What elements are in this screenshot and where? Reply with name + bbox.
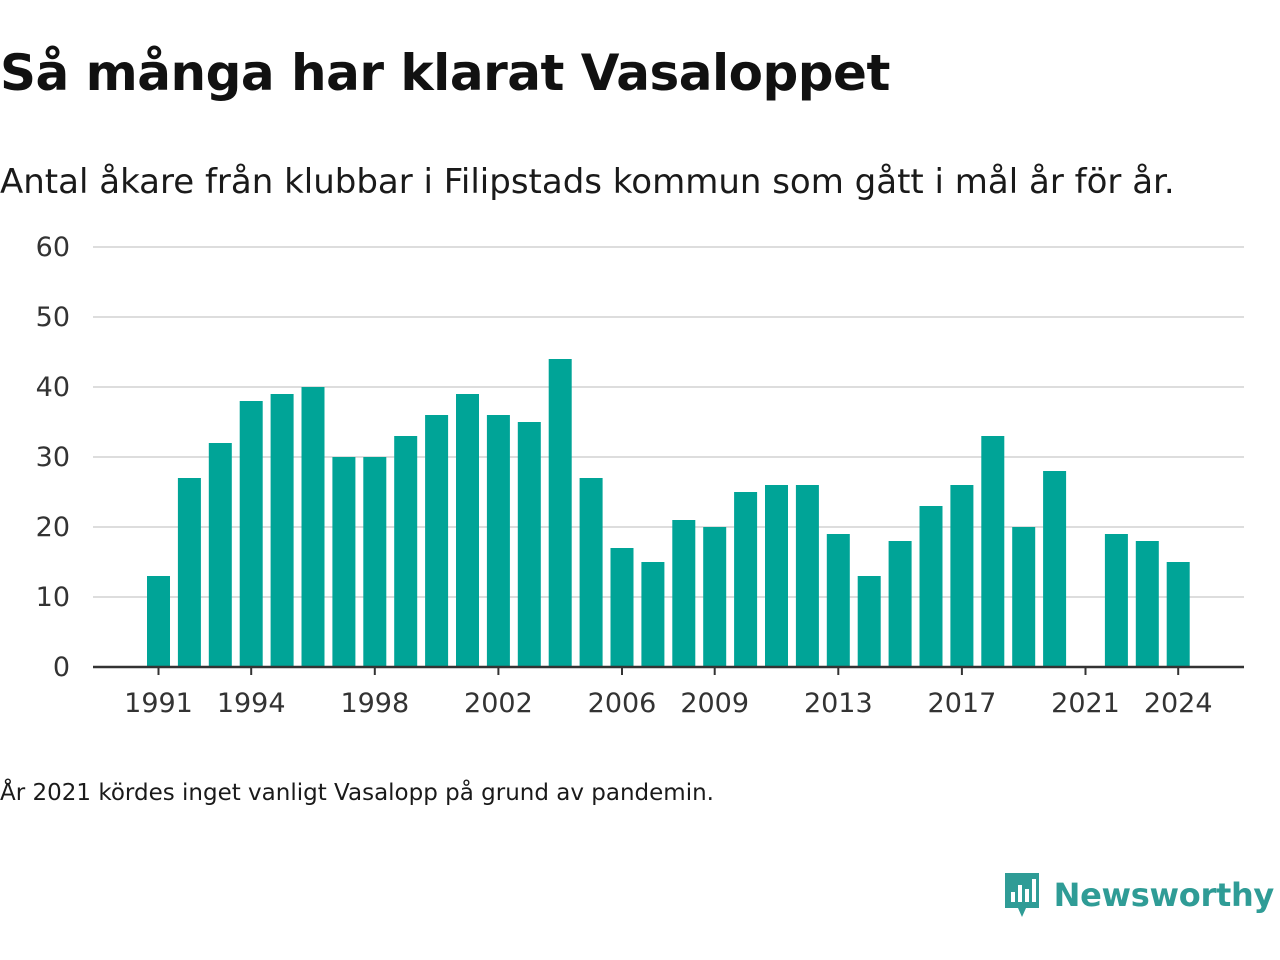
bar: [548, 359, 572, 667]
bar: [826, 534, 850, 667]
bar: [332, 457, 356, 667]
y-tick-label: 40: [36, 372, 70, 403]
bar: [703, 527, 727, 667]
bar: [456, 394, 479, 667]
bar: [981, 436, 1005, 667]
y-tick-label: 10: [36, 582, 70, 613]
bar: [394, 436, 418, 667]
x-tick-label: 2017: [928, 688, 997, 719]
chart-footnote: År 2021 kördes inget vanligt Vasalopp på…: [0, 780, 714, 806]
x-tick-label: 2006: [588, 688, 657, 719]
bar: [610, 548, 634, 667]
x-tick-label: 2024: [1144, 688, 1213, 719]
newsworthy-logo-icon: [1004, 873, 1039, 917]
y-tick-label: 20: [36, 512, 70, 543]
bar: [857, 576, 881, 667]
y-tick-label: 60: [36, 232, 70, 263]
bar: [734, 492, 758, 667]
bar: [1166, 562, 1190, 667]
x-tick-label: 2009: [680, 688, 749, 719]
bar: [765, 485, 788, 667]
bar: [579, 478, 603, 667]
bar: [301, 387, 325, 667]
chart-subtitle: Antal åkare från klubbar i Filipstads ko…: [0, 162, 1175, 202]
bar: [950, 485, 974, 667]
bar: [1012, 527, 1036, 667]
bar: [363, 457, 387, 667]
y-tick-label: 50: [36, 302, 70, 333]
bar: [672, 520, 696, 667]
bar: [270, 394, 294, 667]
bar-chart: 0 10 20 30 40 50 60 1991 1994 1998 2002 2006 2009 201…: [36, 232, 1244, 719]
bar: [1104, 534, 1128, 667]
bar: [795, 485, 819, 667]
bar: [425, 415, 449, 667]
x-tick-label: 1991: [124, 688, 193, 719]
x-tick-label: 1994: [217, 688, 286, 719]
bar: [1043, 471, 1067, 667]
bar: [888, 541, 912, 667]
y-tick-label: 30: [36, 442, 70, 473]
x-tick-label: 2013: [804, 688, 873, 719]
chart-title: Så många har klarat Vasaloppet: [0, 44, 890, 102]
bar: [147, 576, 170, 667]
newsworthy-logo-text: Newsworthy: [1053, 876, 1275, 914]
bar: [1135, 541, 1159, 667]
bar: [641, 562, 665, 667]
bar: [239, 401, 263, 667]
x-tick-label: 2021: [1051, 688, 1120, 719]
bar: [208, 443, 232, 667]
bar: [919, 506, 943, 667]
bar: [177, 478, 201, 667]
bar: [486, 415, 510, 667]
newsworthy-logo: Newsworthy: [1002, 870, 1274, 920]
bar: [517, 422, 541, 667]
x-tick-label: 2002: [464, 688, 533, 719]
y-tick-label: 0: [53, 652, 70, 683]
x-tick-label: 1998: [340, 688, 409, 719]
